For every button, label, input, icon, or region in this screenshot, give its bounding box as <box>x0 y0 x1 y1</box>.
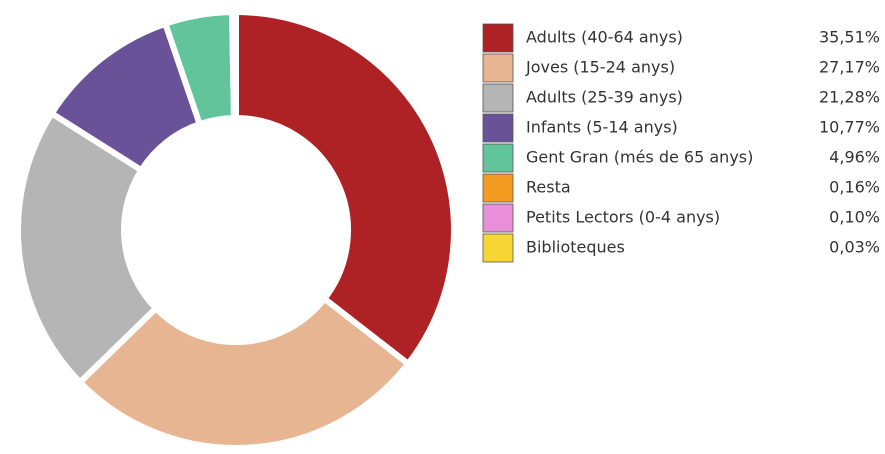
legend-label: Biblioteques <box>526 238 625 257</box>
donut-slice <box>233 8 457 369</box>
donut-slice <box>75 294 413 451</box>
legend-swatch <box>482 53 514 83</box>
legend-label: Infants (5-14 anys) <box>526 118 678 137</box>
legend-swatch <box>482 23 514 53</box>
legend-value: 0,03% <box>829 238 880 257</box>
legend-value: 21,28% <box>819 88 880 107</box>
legend-label: Resta <box>526 178 571 197</box>
donut-slice <box>15 109 161 387</box>
legend-swatch <box>482 143 514 173</box>
legend-swatch <box>482 113 514 143</box>
legend-value: 35,51% <box>819 28 880 47</box>
legend-value: 0,16% <box>829 178 880 197</box>
legend-label: Adults (25-39 anys) <box>526 88 683 107</box>
legend-label: Joves (15-24 anys) <box>525 58 675 77</box>
legend-label: Adults (40-64 anys) <box>526 28 683 47</box>
legend-swatch <box>482 173 514 203</box>
legend-swatch <box>482 83 514 113</box>
legend-value: 27,17% <box>819 58 880 77</box>
legend-swatch <box>482 203 514 233</box>
legend-value: 4,96% <box>829 148 880 167</box>
legend-label: Petits Lectors (0-4 anys) <box>526 208 720 227</box>
legend-value: 0,10% <box>829 208 880 227</box>
legend-label: Gent Gran (més de 65 anys) <box>526 148 753 167</box>
legend-swatch <box>482 233 514 263</box>
legend-value: 10,77% <box>819 118 880 137</box>
